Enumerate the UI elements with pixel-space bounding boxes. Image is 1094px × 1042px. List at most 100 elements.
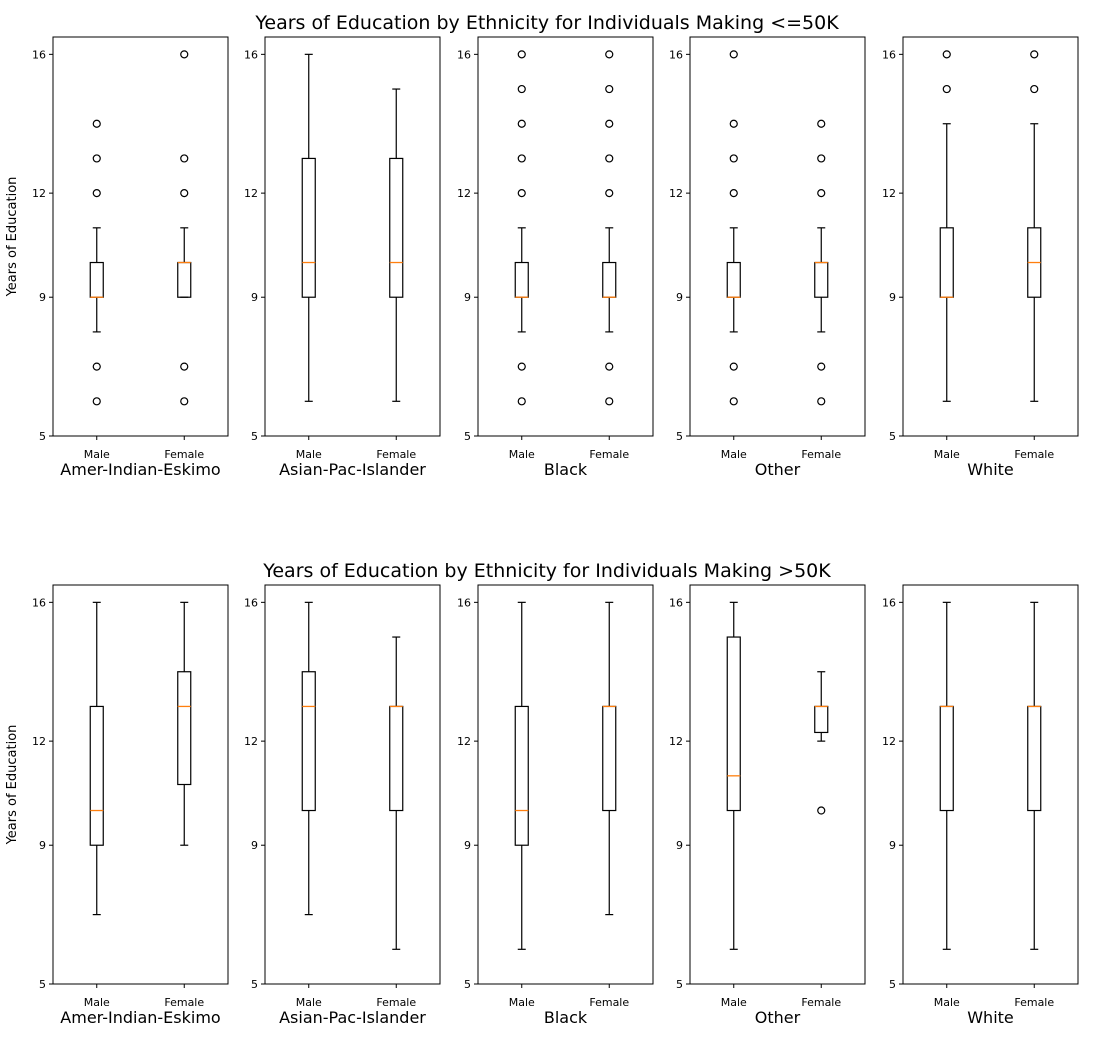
iqr-box — [514, 705, 529, 846]
outlier-point — [605, 50, 614, 59]
axes-frame — [264, 36, 441, 437]
y-tick-label: 9 — [39, 839, 46, 852]
outlier-point — [517, 50, 526, 59]
y-tick-label: 9 — [251, 839, 258, 852]
box-male: Male — [84, 119, 110, 461]
y-tick-label: 16 — [457, 596, 471, 609]
axes-frame — [689, 584, 866, 985]
iqr-box — [389, 705, 404, 812]
category-label: Male — [509, 996, 535, 1009]
outlier-point — [729, 397, 738, 406]
category-label: Male — [296, 448, 322, 461]
y-tick-label: 16 — [669, 596, 683, 609]
panel-xlabel: Amer-Indian-Eskimo — [60, 1008, 220, 1027]
box-male: Male — [934, 601, 960, 1009]
axes-frame — [477, 36, 654, 437]
box-male: Male — [721, 50, 747, 461]
outlier-point — [517, 84, 526, 94]
panel-xlabel: White — [967, 1008, 1014, 1027]
axes-frame — [902, 36, 1079, 437]
box-male: Male — [509, 50, 535, 461]
outlier-point — [517, 189, 526, 198]
outlier-point — [1030, 84, 1039, 94]
outlier-point — [517, 154, 526, 163]
panel-xlabel: Asian-Pac-Islander — [279, 460, 426, 479]
y-tick-label: 16 — [457, 48, 471, 61]
iqr-box — [602, 705, 617, 812]
category-label: Female — [801, 996, 841, 1009]
axes-frame — [689, 36, 866, 437]
outlier-point — [729, 189, 738, 198]
outlier-point — [180, 189, 189, 198]
iqr-box — [814, 261, 829, 298]
chart-title: Years of Education by Ethnicity for Indi… — [254, 12, 839, 34]
outlier-point — [517, 397, 526, 406]
box-female: Female — [1014, 50, 1054, 461]
axes-frame — [902, 584, 1079, 985]
category-label: Male — [509, 448, 535, 461]
outlier-point — [1030, 50, 1039, 59]
category-label: Female — [376, 448, 416, 461]
outlier-point — [817, 397, 826, 406]
outlier-point — [817, 362, 826, 371]
box-female: Female — [376, 88, 416, 461]
outlier-point — [605, 397, 614, 406]
category-label: Male — [84, 996, 110, 1009]
y-tick-label: 9 — [889, 291, 896, 304]
y-tick-label: 12 — [457, 735, 471, 748]
iqr-box — [939, 227, 954, 298]
category-label: Male — [934, 448, 960, 461]
y-tick-label: 5 — [889, 430, 896, 443]
outlier-point — [180, 154, 189, 163]
axes-frame — [477, 584, 654, 985]
y-tick-label: 12 — [669, 735, 683, 748]
y-tick-label: 5 — [251, 430, 258, 443]
category-label: Male — [296, 996, 322, 1009]
y-tick-label: 9 — [39, 291, 46, 304]
outlier-point — [180, 50, 189, 59]
outlier-point — [92, 154, 101, 163]
category-label: Female — [1014, 448, 1054, 461]
y-tick-label: 9 — [464, 839, 471, 852]
panel-xlabel: Black — [544, 1008, 588, 1027]
chart-1: Years of Education by Ethnicity for Indi… — [5, 12, 1079, 479]
outlier-point — [817, 189, 826, 198]
y-tick-label: 12 — [32, 187, 46, 200]
panel-xlabel: Other — [755, 460, 801, 479]
y-tick-label: 9 — [251, 291, 258, 304]
panel-xlabel: Asian-Pac-Islander — [279, 1008, 426, 1027]
category-label: Female — [1014, 996, 1054, 1009]
y-tick-label: 12 — [882, 735, 896, 748]
outlier-point — [92, 119, 101, 128]
category-label: Female — [589, 996, 629, 1009]
outlier-point — [605, 84, 614, 94]
iqr-box — [726, 261, 741, 298]
outlier-point — [517, 119, 526, 128]
outlier-point — [605, 189, 614, 198]
y-tick-label: 16 — [882, 48, 896, 61]
outlier-point — [729, 362, 738, 371]
iqr-box — [602, 261, 617, 298]
iqr-box — [301, 157, 316, 298]
iqr-box — [514, 261, 529, 298]
box-male: Male — [296, 53, 322, 461]
y-tick-label: 16 — [669, 48, 683, 61]
chart-title: Years of Education by Ethnicity for Indi… — [262, 560, 831, 582]
y-tick-label: 16 — [32, 48, 46, 61]
outlier-point — [92, 397, 101, 406]
y-tick-label: 12 — [244, 735, 258, 748]
outlier-point — [92, 362, 101, 371]
axes-frame — [52, 584, 229, 985]
outlier-point — [92, 189, 101, 198]
category-label: Male — [84, 448, 110, 461]
iqr-box — [177, 671, 192, 786]
box-female: Female — [589, 601, 629, 1009]
y-axis-label: Years of Education — [5, 177, 20, 298]
